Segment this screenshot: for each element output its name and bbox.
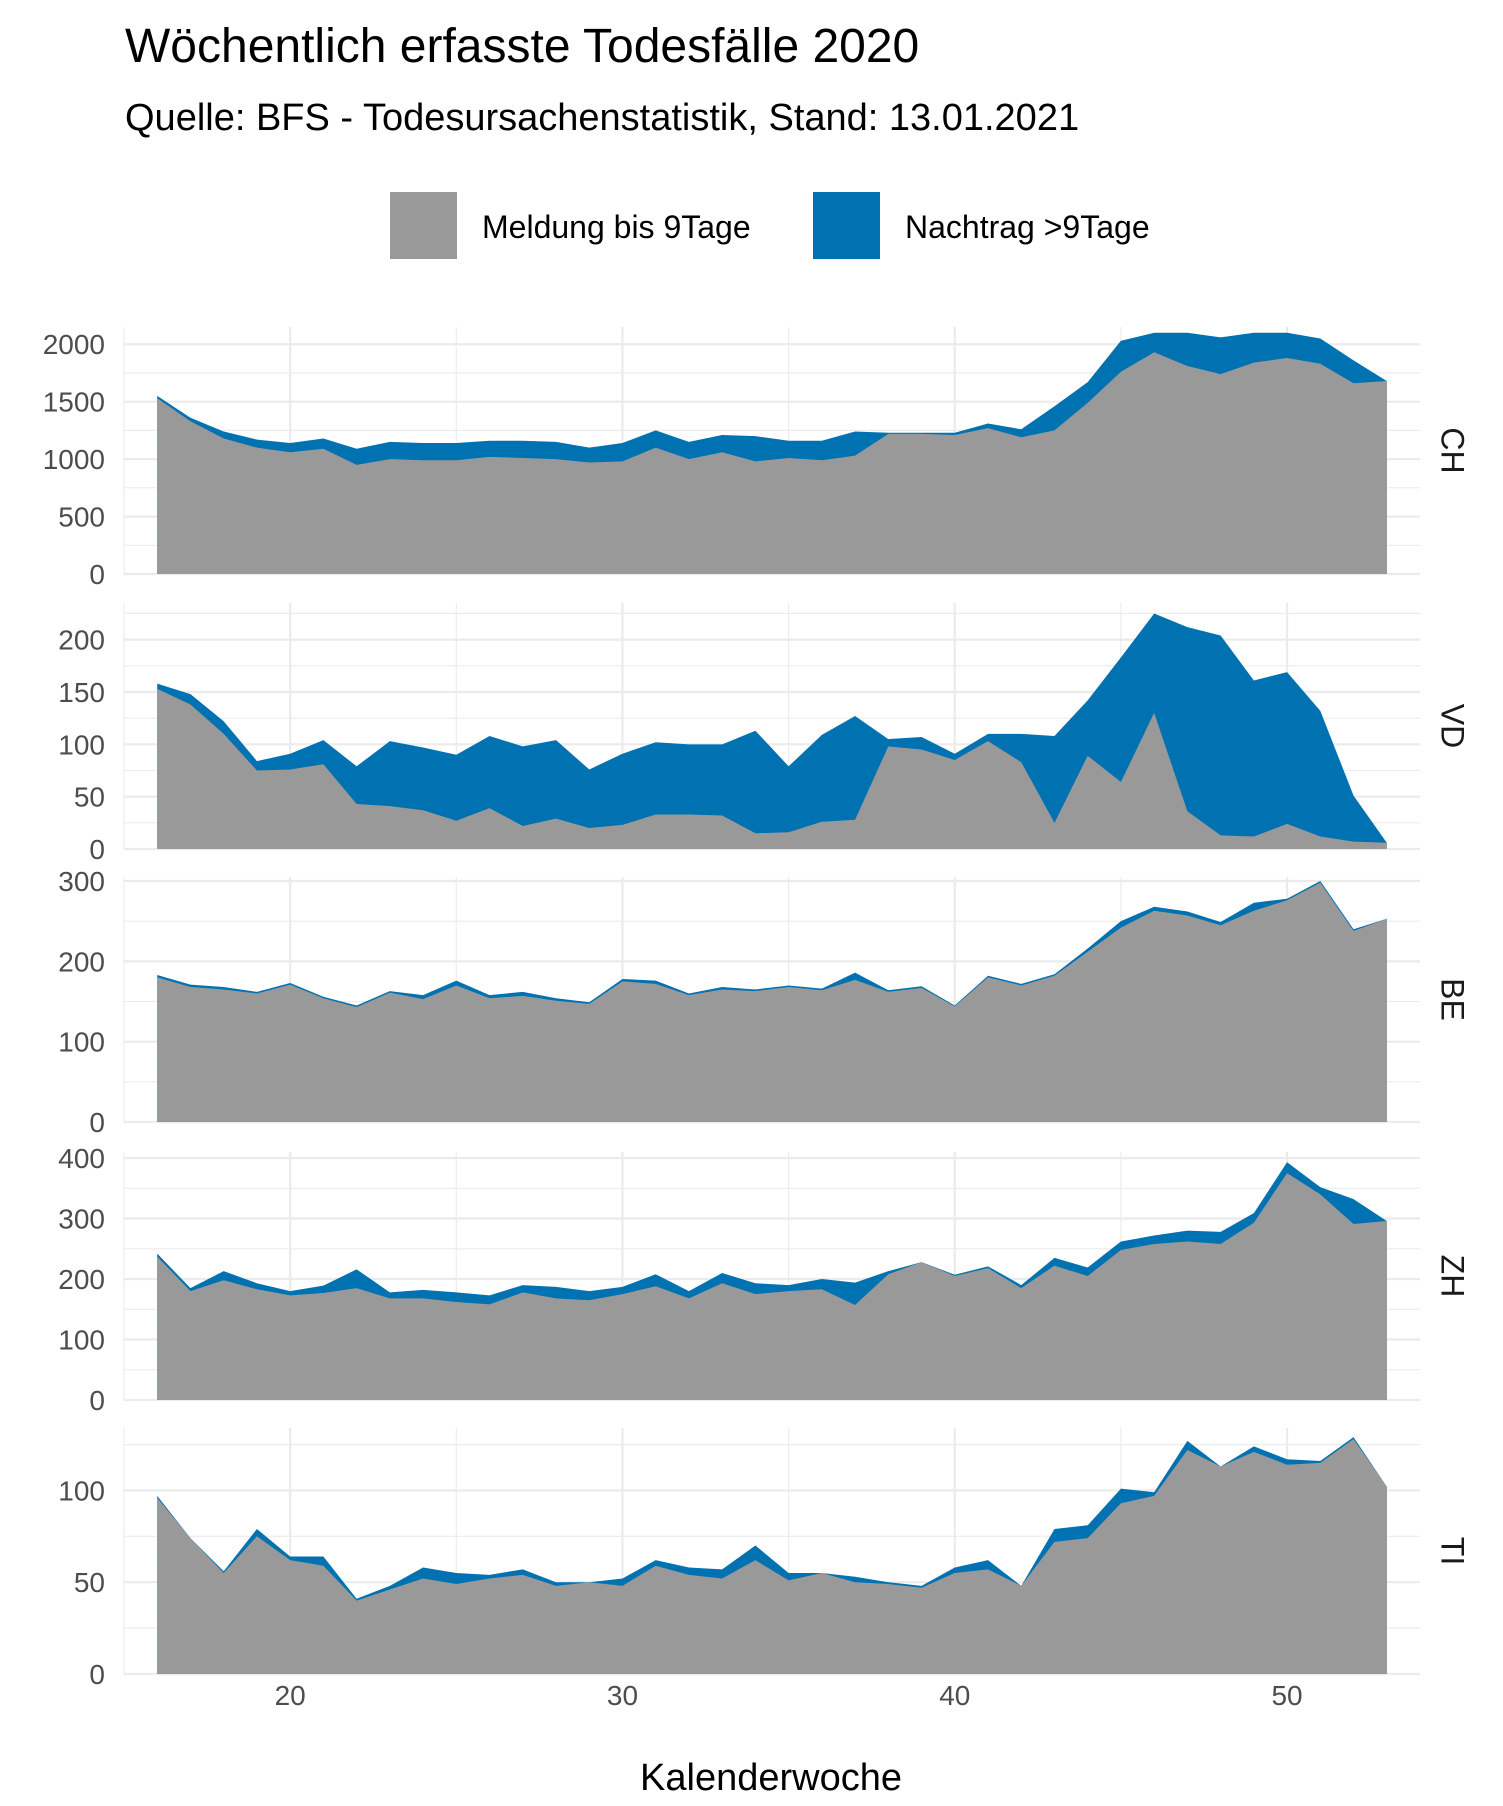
area-meldung-vd	[157, 688, 1387, 849]
y-tick-label: 400	[58, 1143, 105, 1174]
strip-label: BE	[1435, 978, 1471, 1021]
y-tick-label: 100	[58, 1475, 105, 1506]
y-tick-label: 100	[58, 1027, 105, 1058]
legend-label-nachtrag: Nachtrag >9Tage	[905, 209, 1150, 245]
strip-label: ZH	[1435, 1255, 1471, 1298]
y-tick-label: 50	[74, 782, 105, 813]
y-tick-label: 300	[58, 1204, 105, 1235]
x-tick-label: 20	[275, 1680, 306, 1711]
y-tick-label: 200	[58, 625, 105, 656]
strip-label: TI	[1435, 1537, 1471, 1565]
y-tick-label: 100	[58, 729, 105, 760]
y-tick-label: 0	[89, 834, 105, 865]
panel-vd: 0 50 100 150 200 VD	[58, 603, 1471, 865]
y-tick-label: 1500	[43, 387, 105, 418]
y-tick-label: 200	[58, 946, 105, 977]
panels: 0500100015002000CH050100150200VD01002003…	[43, 327, 1471, 1690]
y-tick-label: 2000	[43, 329, 105, 360]
chart-subtitle: Quelle: BFS - Todesursachenstatistik, St…	[125, 97, 1079, 139]
legend-swatch-meldung	[390, 192, 457, 259]
x-tick-label: 50	[1271, 1680, 1302, 1711]
area-meldung-ch	[157, 352, 1387, 574]
legend-label-meldung: Meldung bis 9Tage	[482, 209, 751, 245]
panel-zh: 0 100 200 300 400 ZH	[58, 1143, 1470, 1416]
x-axis: 20 30 40 50	[275, 1680, 1303, 1711]
y-tick-label: 100	[58, 1325, 105, 1356]
panel-ti: 0 50 100 TI	[58, 1428, 1471, 1690]
x-tick-label: 40	[939, 1680, 970, 1711]
panel-ch: 0 500 1000 1500 2000 CH	[43, 327, 1471, 590]
legend-swatch-nachtrag	[813, 192, 880, 259]
y-tick-label: 200	[58, 1264, 105, 1295]
y-tick-label: 1000	[43, 444, 105, 475]
y-tick-label: 0	[89, 1659, 105, 1690]
y-tick-label: 0	[89, 1385, 105, 1416]
y-tick-label: 500	[58, 502, 105, 533]
x-tick-label: 30	[607, 1680, 638, 1711]
y-tick-label: 0	[89, 1107, 105, 1138]
y-tick-label: 150	[58, 677, 105, 708]
panel-be: 0 100 200 300 BE	[58, 866, 1470, 1138]
y-tick-label: 50	[74, 1567, 105, 1598]
area-meldung-ti	[157, 1439, 1387, 1674]
y-tick-label: 300	[58, 866, 105, 897]
area-meldung-zh	[157, 1173, 1387, 1400]
y-tick-label: 0	[89, 559, 105, 590]
x-axis-title: Kalenderwoche	[640, 1757, 902, 1799]
strip-label: CH	[1435, 427, 1471, 473]
chart-title: Wöchentlich erfasste Todesfälle 2020	[125, 20, 919, 73]
legend: Meldung bis 9Tage Nachtrag >9Tage	[390, 192, 1150, 259]
area-meldung-be	[157, 882, 1387, 1122]
strip-label: VD	[1435, 704, 1471, 748]
